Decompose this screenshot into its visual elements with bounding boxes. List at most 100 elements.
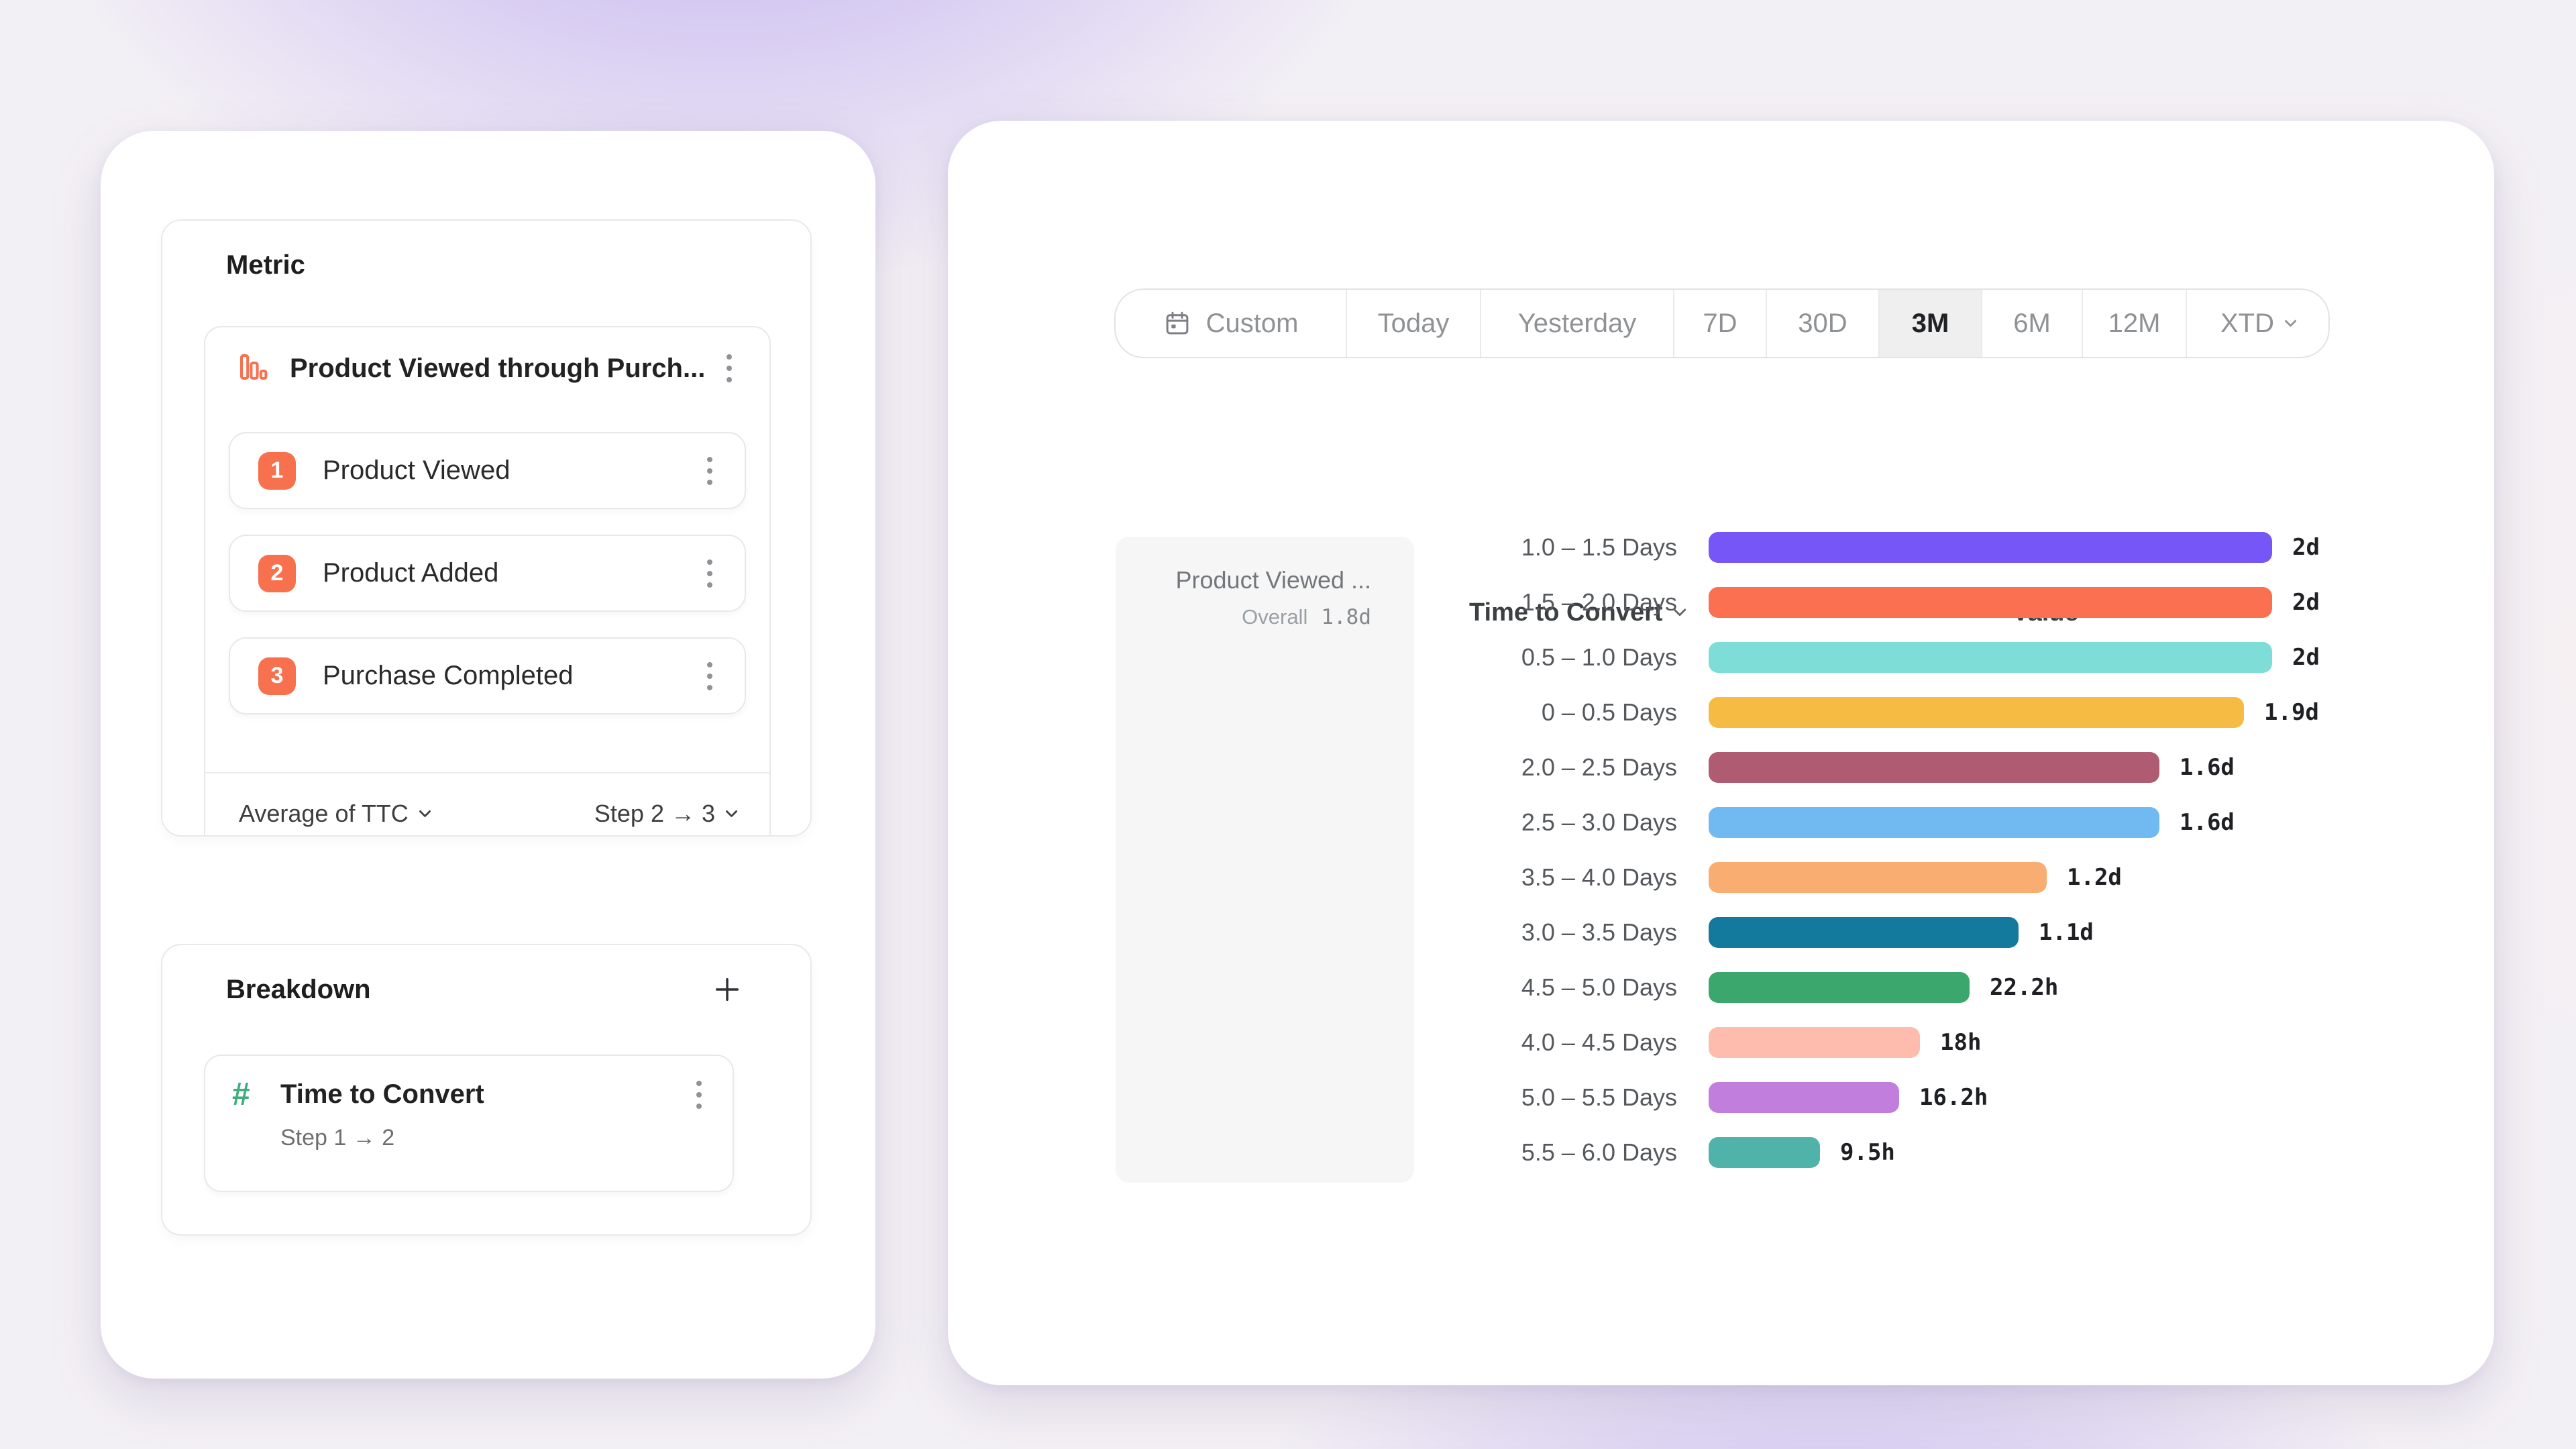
- metric-panel-title: Metric: [226, 250, 305, 280]
- date-option-3m[interactable]: 3M: [1878, 290, 1981, 357]
- ttc-row: 4.0 – 4.5 Days 18h: [1417, 1015, 2320, 1070]
- ttc-row: 5.5 – 6.0 Days 9.5h: [1417, 1125, 2320, 1180]
- ttc-bar-rows: 1.0 – 1.5 Days 2d 1.5 – 2.0 Days 2d 0.5 – 1.…: [1417, 520, 2320, 1180]
- bar-value-label: 1.9d: [2264, 699, 2319, 726]
- breakdown-item-label: Time to Convert: [280, 1079, 484, 1109]
- funnel-step-1[interactable]: 1 Product Viewed: [229, 432, 746, 509]
- value-bar[interactable]: [1709, 642, 2272, 673]
- value-bar[interactable]: [1709, 1027, 1920, 1058]
- ttc-row: 3.0 – 3.5 Days 1.1d: [1417, 905, 2320, 960]
- ttc-row: 2.0 – 2.5 Days 1.6d: [1417, 740, 2320, 795]
- value-bar[interactable]: [1709, 807, 2159, 838]
- date-option-label: Custom: [1205, 308, 1299, 338]
- bucket-label: 2.0 – 2.5 Days: [1521, 753, 1677, 781]
- date-option-7d[interactable]: 7D: [1673, 290, 1766, 357]
- date-option-6m[interactable]: 6M: [1981, 290, 2082, 357]
- bucket-label: 4.0 – 4.5 Days: [1521, 1028, 1677, 1056]
- date-option-label: 7D: [1703, 308, 1737, 338]
- step-number-badge: 3: [258, 657, 296, 695]
- ttc-row: 5.0 – 5.5 Days 16.2h: [1417, 1070, 2320, 1125]
- date-option-xtd[interactable]: XTD: [2186, 290, 2328, 357]
- date-option-today[interactable]: Today: [1346, 290, 1480, 357]
- bar-value-label: 2d: [2292, 589, 2320, 616]
- funnel-metric-header[interactable]: Product Viewed through Purch...: [205, 327, 769, 386]
- date-option-label: Yesterday: [1517, 308, 1637, 338]
- step-label: Product Added: [323, 558, 499, 588]
- date-option-label: Today: [1377, 308, 1450, 338]
- value-bar[interactable]: [1709, 862, 2047, 893]
- overall-value: 1.8d: [1321, 605, 1371, 629]
- bucket-label: 0 – 0.5 Days: [1541, 698, 1677, 726]
- funnel-step-3[interactable]: 3 Purchase Completed: [229, 637, 746, 714]
- bucket-label: 1.0 – 1.5 Days: [1521, 533, 1677, 561]
- date-option-label: 6M: [2013, 308, 2051, 338]
- kebab-menu-icon[interactable]: [703, 453, 716, 489]
- kebab-menu-icon[interactable]: [703, 555, 716, 592]
- bucket-label: 0.5 – 1.0 Days: [1521, 643, 1677, 671]
- breakdown-panel-title: Breakdown: [226, 975, 371, 1004]
- value-bar[interactable]: [1709, 697, 2244, 728]
- kebab-menu-icon[interactable]: [703, 658, 716, 694]
- ttc-row: 2.5 – 3.0 Days 1.6d: [1417, 795, 2320, 850]
- value-bar[interactable]: [1709, 972, 1970, 1003]
- ttc-row: 4.5 – 5.0 Days 22.2h: [1417, 960, 2320, 1015]
- bar-value-label: 22.2h: [1990, 974, 2059, 1001]
- funnel-metric-card: Product Viewed through Purch... 1 Produc…: [204, 326, 771, 835]
- date-option-label: 30D: [1798, 308, 1847, 338]
- value-bar[interactable]: [1709, 587, 2272, 618]
- date-option-label: 12M: [2108, 308, 2161, 338]
- bar-value-label: 1.1d: [2039, 919, 2094, 946]
- bucket-label: 3.0 – 3.5 Days: [1521, 918, 1677, 946]
- bar-value-label: 18h: [1940, 1029, 1982, 1056]
- value-bar[interactable]: [1709, 752, 2159, 783]
- date-option-yesterday[interactable]: Yesterday: [1480, 290, 1673, 357]
- hash-icon: #: [232, 1077, 250, 1112]
- step-range-dropdown[interactable]: Step 2 → 3: [594, 800, 738, 828]
- date-option-label: XTD: [2220, 308, 2274, 338]
- bucket-label: 5.0 – 5.5 Days: [1521, 1083, 1677, 1111]
- breakdown-panel: Breakdown # Time to Convert Step 1 → 2: [161, 944, 812, 1236]
- bar-value-label: 1.2d: [2067, 864, 2122, 891]
- column-header-time-to-convert[interactable]: Time to Convert: [1469, 598, 1686, 627]
- value-bar[interactable]: [1709, 532, 2272, 563]
- funnel-metric-title: Product Viewed through Purch...: [290, 353, 706, 383]
- breakdown-item-time-to-convert[interactable]: # Time to Convert Step 1 → 2: [204, 1055, 734, 1192]
- bucket-label: 4.5 – 5.0 Days: [1521, 973, 1677, 1001]
- bar-value-label: 9.5h: [1840, 1139, 1895, 1166]
- kebab-menu-icon[interactable]: [692, 1077, 706, 1113]
- bar-value-label: 2d: [2292, 534, 2320, 561]
- bar-value-label: 16.2h: [1919, 1084, 1988, 1111]
- step-number-badge: 1: [258, 451, 296, 490]
- date-option-12m[interactable]: 12M: [2082, 290, 2186, 357]
- funnel-group-cell: Product Viewed ... Overall 1.8d: [1116, 537, 1414, 1183]
- metric-panel: Metric Product Viewed through Purch... 1…: [161, 219, 812, 837]
- ttc-row: 1.5 – 2.0 Days 2d: [1417, 575, 2320, 630]
- value-bar[interactable]: [1709, 1137, 1820, 1168]
- date-option-label: 3M: [1911, 308, 1949, 338]
- chevron-down-icon: [725, 804, 738, 818]
- funnel-steps: 1 Product Viewed 2 Product Added 3 Purch…: [229, 432, 746, 714]
- chevron-down-icon: [2284, 314, 2297, 327]
- date-option-custom[interactable]: Custom: [1116, 290, 1346, 357]
- step-number-badge: 2: [258, 554, 296, 592]
- breakdown-item-steps: Step 1 → 2: [280, 1125, 395, 1150]
- funnel-step-2[interactable]: 2 Product Added: [229, 535, 746, 612]
- kebab-menu-icon[interactable]: [722, 350, 736, 386]
- step-label: Purchase Completed: [323, 661, 574, 690]
- funnel-chart-icon: [237, 351, 270, 386]
- value-bar[interactable]: [1709, 1082, 1899, 1113]
- bar-value-label: 2d: [2292, 644, 2320, 671]
- chevron-down-icon: [419, 804, 431, 818]
- date-option-30d[interactable]: 30D: [1766, 290, 1878, 357]
- value-bar[interactable]: [1709, 917, 2019, 948]
- funnel-metric-footer: Average of TTC Step 2 → 3: [205, 772, 769, 835]
- calendar-icon: [1163, 309, 1191, 337]
- aggregation-dropdown[interactable]: Average of TTC: [239, 800, 431, 828]
- bar-value-label: 1.6d: [2180, 754, 2235, 781]
- plus-icon: [715, 977, 739, 1002]
- add-breakdown-button[interactable]: [708, 971, 746, 1008]
- bucket-label: 3.5 – 4.0 Days: [1521, 863, 1677, 891]
- step-label: Product Viewed: [323, 455, 511, 485]
